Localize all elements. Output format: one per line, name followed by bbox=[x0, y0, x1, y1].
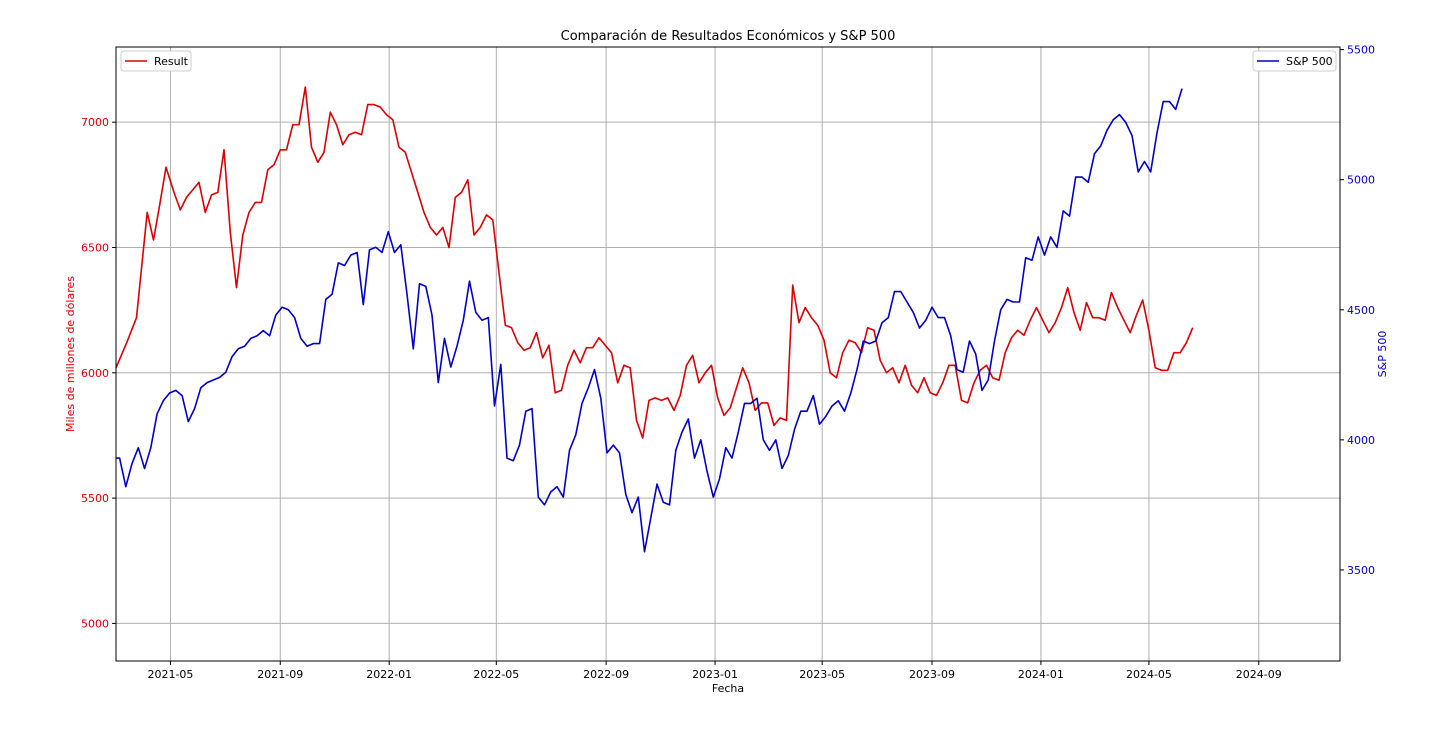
x-tick-label: 2024-05 bbox=[1126, 668, 1172, 681]
y-axis-left-label: Miles de millones de dólares bbox=[64, 276, 77, 432]
result-line bbox=[115, 86, 1194, 439]
y-left-tick-label: 5000 bbox=[81, 617, 109, 630]
y-left-tick-label: 6000 bbox=[81, 367, 109, 380]
y-axis-left: 5000 5500 6000 6500 7000 bbox=[81, 116, 116, 630]
x-tick-label: 2021-09 bbox=[257, 668, 303, 681]
grid bbox=[116, 47, 1340, 661]
x-tick-label: 2024-01 bbox=[1018, 668, 1064, 681]
y-left-tick-label: 5500 bbox=[81, 492, 109, 505]
x-tick-label: 2023-05 bbox=[799, 668, 845, 681]
x-axis-label: Fecha bbox=[712, 682, 744, 695]
x-tick-label: 2023-01 bbox=[692, 668, 738, 681]
x-tick-label: 2022-09 bbox=[583, 668, 629, 681]
x-tick-label: 2024-09 bbox=[1236, 668, 1282, 681]
y-left-tick-label: 7000 bbox=[81, 116, 109, 129]
plot-frame bbox=[115, 46, 1341, 662]
y-left-tick-label: 6500 bbox=[81, 241, 109, 254]
series-layer bbox=[115, 86, 1194, 553]
sp500-line bbox=[116, 88, 1183, 553]
y-right-tick-label: 4000 bbox=[1347, 434, 1375, 447]
y-right-tick-label: 5000 bbox=[1347, 174, 1375, 187]
legend-label-result: Result bbox=[154, 55, 189, 68]
y-axis-right: 3500 4000 4500 5000 5500 bbox=[1340, 44, 1375, 577]
x-tick-label: 2021-05 bbox=[147, 668, 193, 681]
x-axis: 2021-05 2021-09 2022-01 2022-05 2022-09 2023-… bbox=[147, 661, 1282, 681]
x-tick-label: 2022-05 bbox=[473, 668, 519, 681]
x-tick-label: 2022-01 bbox=[366, 668, 412, 681]
y-axis-right-label: S&P 500 bbox=[1376, 331, 1389, 378]
legend-label-sp500: S&P 500 bbox=[1286, 55, 1333, 68]
legend-left-box bbox=[120, 50, 192, 72]
x-tick-label: 2023-09 bbox=[909, 668, 955, 681]
y-right-tick-label: 4500 bbox=[1347, 304, 1375, 317]
y-right-tick-label: 3500 bbox=[1347, 564, 1375, 577]
y-right-tick-label: 5500 bbox=[1347, 44, 1375, 57]
legend-right-box bbox=[1252, 50, 1337, 72]
legend-right: S&P 500 bbox=[1252, 50, 1337, 72]
legend-left: Result bbox=[120, 50, 192, 72]
chart-title: Comparación de Resultados Económicos y S… bbox=[561, 29, 896, 44]
